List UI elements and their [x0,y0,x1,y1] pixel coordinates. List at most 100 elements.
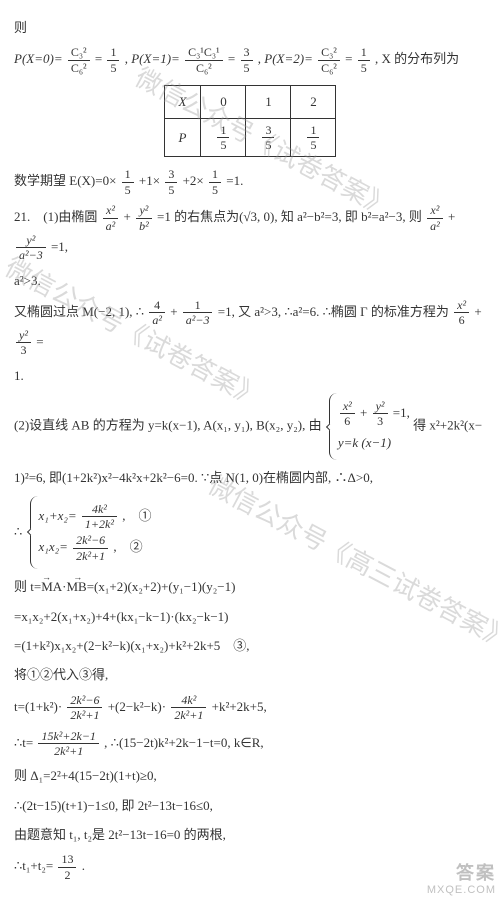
table-cell: 2 [291,86,336,118]
px0-combination: C₃² C₆² [68,45,90,75]
frac-den: 6 [454,313,469,327]
px1-value: 3 5 [241,45,253,75]
frac-den: C₆² [185,61,223,75]
q21a2-tail: = [36,334,43,349]
q21a2-mid: =1, 又 a²>3, ∴a²=6. ∴椭圆 Γ 的标准方程为 [218,304,449,319]
frac-den: C₆² [68,61,90,75]
watermark-domain: MXQE.COM [427,884,496,896]
eq: = [228,51,235,66]
expect-mid: +2× [183,173,204,188]
q21a-constraint: a²>3. [14,269,486,292]
substitution-note: 将①②代入③得, [14,663,486,686]
t-definition: → → 则 t=MA·MB=(x₁+2)(x₂+2)+(y₁−1)(y₂−1) [14,575,486,598]
frac-num: 4k² [82,502,117,517]
table-cell: 35 [246,118,291,157]
frac-den: 5 [165,183,177,197]
frac-num: 1 [122,167,134,182]
frac-den: 5 [217,138,229,152]
q21a2-pre: 又椭圆过点 M(−2, 1), ∴ [14,304,144,319]
frac-num: x² [454,298,469,313]
range-line: ∴(2t−15)(t+1)−1≤0, 即 2t²−13t−16≤0, [14,794,486,817]
q21b-expand: 1)²=6, 即(1+2k²)x²−4k²x+2k²−6=0. ∵点 N(1, … [14,466,486,489]
table-cell: 15 [291,118,336,157]
frac-den: a²−3 [16,248,46,262]
frac-num: C₃² [318,45,340,60]
tcalc-mid: +(2−k²−k)· [108,699,166,714]
frac-num: 1 [209,167,221,182]
tres-tail: , ∴(15−2t)k²+2k−1−t=0, k∈R, [104,734,263,749]
frac-den: 3 [373,414,388,428]
frac-num: 4 [149,298,165,313]
frac-num: y² [136,203,152,218]
plus: + [474,304,481,319]
heading-ze: 则 [14,16,486,39]
q21-part1-cont: 又椭圆过点 M(−2, 1), ∴ 4a² + 1a²−3 =1, 又 a²>3… [14,298,486,358]
px0-value: 1 5 [107,45,119,75]
expect-pre: 数学期望 E(X)=0× [14,173,116,188]
table-cell: 15 [201,118,246,157]
px1-combination: C₃¹C₃¹ C₆² [185,45,223,75]
frac-den: 3 [16,343,31,357]
frac-num: C₃² [68,45,90,60]
q21-part2: (2)设直线 AB 的方程为 y=k(x−1), A(x₁, y₁), B(x₂… [14,393,486,460]
px2-label: P(X=2)= [264,51,313,66]
vector-arrows: → → [42,569,92,585]
table-row: P 15 35 15 [164,118,336,157]
page: 微信公众号《试卷答案》 微信公众号《试卷答案》 微信公众号《高三试卷答案》 则 … [0,0,500,898]
frac-num: 1 [307,123,319,138]
frac-den: 5 [241,61,253,75]
frac-num: 2k²−6 [73,533,108,548]
frac-num: y² [16,328,31,343]
plus: + [170,304,177,319]
frac-den: 5 [262,138,274,152]
tcalc-pre: t=(1+k²)· [14,699,62,714]
frac-num: 3 [241,45,253,60]
table-cell: 1 [246,86,291,118]
expect-mid: +1× [139,173,160,188]
equation-system: x₁+x₂= 4k²1+2k² , ① x₁x₂= 2k²−62k²+1 , ② [30,496,152,570]
system-row: x₁x₂= 2k²−62k²+1 , ② [39,533,152,563]
system-row: x²6 + y²3 =1, [338,399,410,429]
frac-den: 2k²+1 [67,708,102,722]
frac-den: 5 [209,183,221,197]
frac-num: 1 [358,45,370,60]
sum-pre: ∴t₁+t₂= [14,858,53,873]
frac-den: 5 [307,138,319,152]
frac-den: 2k²+1 [73,549,108,563]
q21-part1: 21. (1)由椭圆 x²a² + y²b² =1 的右焦点为(√3, 0), … [14,203,486,263]
dist-tail: , X 的分布列为 [375,51,459,66]
frac-num: x² [427,203,443,218]
sys1-tail: =1, [393,405,410,420]
px2-combination: C₃² C₆² [318,45,340,75]
sum-tail: . [82,858,85,873]
t-calc: t=(1+k²)· 2k²−62k²+1 +(2−k²−k)· 4k²2k²+1… [14,693,486,723]
expect-tail: =1. [226,173,243,188]
t-result: ∴t= 15k²+2k−12k²+1 , ∴(15−2t)k²+2k−1−t=0… [14,729,486,759]
frac-den: a² [103,219,119,233]
frac-den: 5 [122,183,134,197]
system-row: x₁+x₂= 4k²1+2k² , ① [39,502,152,532]
vieta-block: ∴ x₁+x₂= 4k²1+2k² , ① x₁x₂= 2k²−62k²+1 ,… [14,496,486,570]
expectation-line: 数学期望 E(X)=0× 15 +1× 35 +2× 15 =1. [14,167,486,197]
table-row: X 0 1 2 [164,86,336,118]
q21b-pre: (2)设直线 AB 的方程为 y=k(x−1), A(x₁, y₁), B(x₂… [14,418,322,433]
table-cell: P [164,118,201,157]
frac-den: 2k²+1 [171,708,206,722]
q21a-pre: 21. (1)由椭圆 [14,209,97,224]
px2-value: 1 5 [358,45,370,75]
px1-label: P(X=1)= [131,51,180,66]
table-cell: X [164,86,201,118]
frac-num: y² [373,399,388,414]
discriminant: 则 Δ₁=2²+4(15−2t)(1+t)≥0, [14,764,486,787]
vieta-pre: ∴ [14,523,22,538]
row2-tail: , ② [113,539,142,554]
table-cell: 0 [201,86,246,118]
frac-den: a² [427,219,443,233]
frac-num: 1 [107,45,119,60]
frac-num: 1 [183,298,213,313]
plus: + [124,209,131,224]
frac-den: a²−3 [183,313,213,327]
tres-pre: ∴t= [14,734,33,749]
frac-den: 2k²+1 [38,744,98,758]
tcalc-tail: +k²+2k+5, [212,699,267,714]
